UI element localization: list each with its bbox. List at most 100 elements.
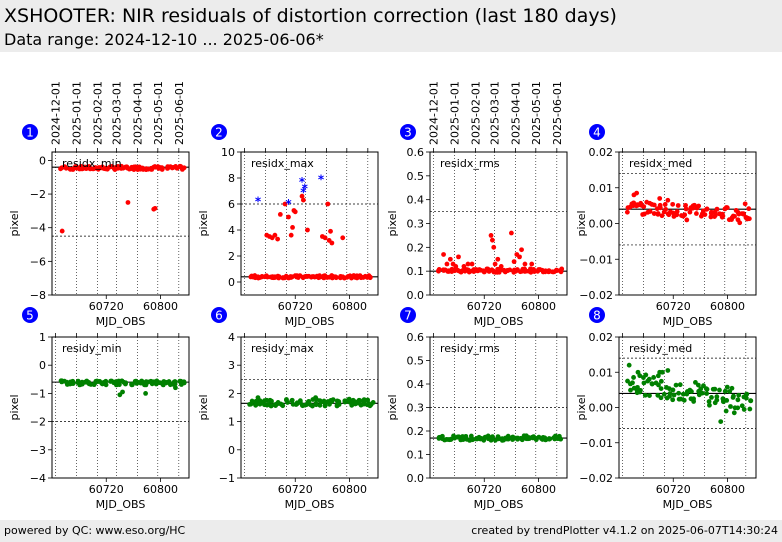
y-tick-label: 1: [228, 416, 235, 429]
date-tick-label: 2024-12-01: [427, 81, 440, 145]
data-point: [638, 387, 643, 393]
panel-residx_min: 0 −2 −4 −6 −8 60720 60800 2024-12-01 2025-01-01 2…: [8, 81, 190, 328]
data-point: [730, 395, 736, 400]
data-point: [684, 391, 690, 397]
axes-frame: [240, 336, 379, 479]
data-point: [695, 382, 701, 388]
y-tick-label: 0.4: [407, 378, 425, 391]
data-point: [155, 164, 161, 170]
star-marker: *: [299, 175, 306, 189]
data-point: [328, 228, 333, 234]
data-point: [641, 204, 647, 210]
data-point: [737, 220, 743, 226]
data-point: [704, 386, 710, 392]
x-tick-label: 60720: [467, 300, 502, 313]
data-point: [264, 397, 270, 403]
data-point: [657, 196, 663, 201]
data-point: [461, 264, 467, 269]
y-tick-label: −1: [30, 387, 46, 400]
data-point: [361, 274, 366, 280]
data-point: [300, 197, 306, 203]
data-point: [342, 399, 348, 405]
data-point: [336, 401, 342, 407]
y-axis-label: pixel: [575, 394, 588, 420]
date-tick-label: 2025-02-01: [91, 81, 104, 145]
data-point: [269, 398, 274, 404]
data-point: [645, 209, 651, 215]
date-tick-label: 2025-02-01: [469, 81, 482, 145]
y-tick-label: 6: [228, 198, 235, 211]
x-tick-label: 60800: [710, 300, 745, 313]
y-tick-label: −2: [30, 416, 46, 429]
x-axis-label: MJD_OBS: [285, 498, 335, 511]
data-point: [519, 247, 524, 253]
y-tick-label: −0.01: [579, 437, 613, 450]
data-point: [317, 402, 323, 408]
data-point: [129, 381, 134, 387]
data-point: [131, 167, 137, 172]
data-point: [635, 384, 640, 390]
y-tick-label: 0: [39, 154, 46, 167]
data-point: [305, 227, 310, 233]
data-point: [689, 389, 694, 394]
data-point: [708, 210, 714, 216]
data-point: [473, 267, 479, 272]
y-tick-label: 0.01: [589, 182, 614, 195]
data-point: [465, 261, 471, 267]
y-tick-label: 0.1: [407, 265, 425, 278]
y-tick-label: −4: [30, 472, 46, 485]
y-tick-label: 8: [228, 172, 235, 185]
x-tick-label: 60800: [521, 483, 556, 496]
page-title: XSHOOTER: NIR residuals of distortion co…: [4, 5, 617, 27]
panel-index-number: 7: [404, 309, 412, 323]
data-point: [727, 389, 733, 394]
data-point: [722, 388, 728, 394]
data-point: [317, 273, 322, 279]
data-point: [447, 256, 453, 262]
data-point: [152, 205, 158, 211]
data-point: [631, 375, 636, 380]
y-tick-label: −1: [219, 472, 235, 485]
data-point: [159, 165, 165, 171]
data-point: [641, 375, 646, 380]
data-point: [665, 211, 671, 217]
data-point: [282, 201, 288, 207]
panel-index-badge: [22, 307, 38, 323]
data-point: [59, 228, 65, 234]
data-point: [280, 403, 286, 409]
data-point: [119, 378, 125, 384]
data-point: [325, 201, 331, 207]
star-marker: *: [302, 181, 309, 195]
data-point: [289, 397, 295, 403]
data-point: [704, 206, 710, 212]
data-point: [333, 274, 338, 280]
panel-residx_rms: 0.0 0.1 0.2 0.3 0.4 0.5 0.6 60720 60800 2024-12-0…: [386, 81, 568, 328]
data-point: [676, 390, 682, 396]
data-point: [702, 212, 708, 218]
data-point: [554, 267, 559, 273]
y-tick-label: −8: [30, 289, 46, 302]
date-tick-label: 2025-04-01: [131, 81, 144, 145]
y-axis-label: pixel: [197, 394, 210, 420]
data-point: [674, 212, 680, 218]
data-point: [329, 240, 335, 246]
data-point: [658, 395, 664, 401]
data-point: [357, 398, 363, 404]
data-point: [747, 406, 753, 412]
data-point: [143, 391, 148, 396]
data-point: [275, 236, 281, 242]
data-point: [626, 362, 632, 368]
data-point: [631, 200, 637, 206]
data-point: [368, 402, 374, 408]
data-point: [62, 378, 67, 384]
y-tick-label: −4: [30, 222, 46, 235]
data-point: [91, 382, 97, 388]
data-point: [704, 391, 710, 396]
data-point: [173, 164, 179, 170]
data-point: [255, 395, 261, 401]
data-point: [313, 395, 319, 401]
data-point: [547, 436, 553, 442]
data-point: [361, 397, 367, 403]
